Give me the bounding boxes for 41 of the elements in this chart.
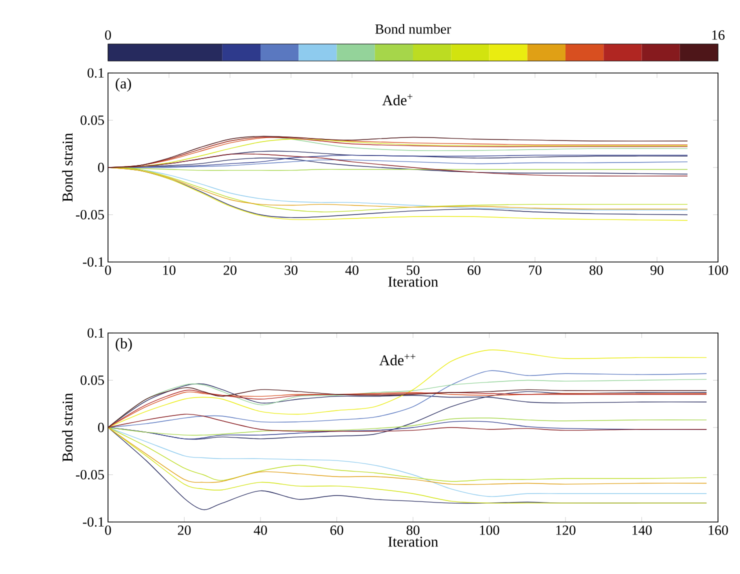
annotation: (b) — [116, 338, 132, 352]
x-tick-label: 160 — [708, 526, 728, 535]
x-tick-label: 90 — [650, 266, 664, 275]
x-tick-label: 0 — [105, 526, 111, 535]
y-tick-label: -0.05 — [76, 210, 104, 220]
x-tick-label: 100 — [480, 526, 500, 535]
x-tick-label: 100 — [708, 266, 728, 275]
x-tick-label: 40 — [254, 526, 267, 535]
x-tick-label: 60 — [330, 526, 344, 535]
y-tick-label: -0.1 — [82, 517, 104, 527]
x-tick-label: 50 — [406, 266, 420, 275]
x-axis-title: Iteration — [388, 536, 438, 547]
x-tick-label: 120 — [556, 526, 576, 535]
x-tick-label: 70 — [528, 266, 542, 275]
color-bar-label: 0 — [105, 30, 111, 40]
x-tick-label: 0 — [105, 266, 111, 275]
y-tick-label: -0.05 — [76, 470, 104, 480]
annotation: (a) — [116, 78, 132, 92]
y-tick-label: 0.1 — [88, 328, 104, 338]
color-bar-label: 16 — [712, 30, 725, 40]
y-tick-label: 0.1 — [88, 68, 104, 78]
y-axis-title: Bond strain — [62, 133, 73, 202]
x-tick-label: 140 — [632, 526, 652, 535]
x-tick-label: 80 — [406, 526, 420, 535]
color-bar-title: Bond number — [375, 24, 452, 34]
y-tick-label: 0.05 — [80, 115, 104, 125]
x-tick-label: 80 — [590, 266, 602, 275]
x-tick-label: 40 — [345, 266, 358, 275]
x-tick-label: 10 — [163, 266, 176, 275]
x-axis-title: Iteration — [388, 276, 438, 287]
y-tick-label: 0 — [98, 162, 104, 172]
x-tick-label: 20 — [224, 266, 236, 275]
x-tick-label: 30 — [284, 266, 298, 275]
annotation: Ade$^{+}$ — [382, 94, 412, 106]
x-tick-label: 20 — [178, 526, 191, 535]
annotation: Ade$^{++}$ — [379, 354, 416, 366]
y-tick-label: 0.05 — [80, 375, 104, 385]
y-axis-title: Bond strain — [62, 393, 73, 462]
x-tick-label: 60 — [468, 266, 480, 275]
y-tick-label: 0 — [98, 422, 104, 432]
y-tick-label: -0.1 — [82, 257, 104, 267]
